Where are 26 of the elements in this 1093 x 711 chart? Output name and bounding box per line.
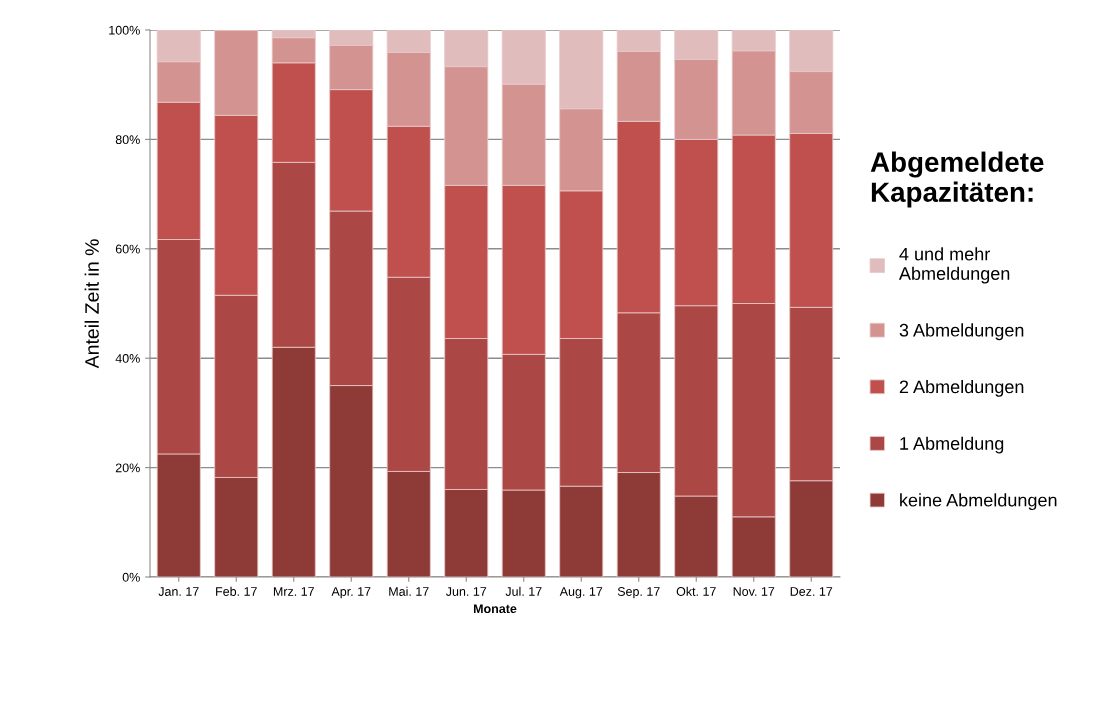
x-tick-label: Feb. 17 (216, 586, 257, 596)
legend-label: 3 Abmeldungen (899, 323, 1024, 341)
y-tick-label: 100% (109, 25, 140, 35)
legend-label: 2 Abmeldungen (899, 379, 1024, 397)
x-tick-label: Nov. 17 (733, 587, 775, 596)
x-tick-label: Jul. 17 (505, 586, 542, 596)
x-tick-label: Mrz. 17 (273, 587, 314, 596)
legend-label: 4 und mehr Abmeldungen (898, 247, 1010, 284)
y-axis-title: Anteil Zeit in % (84, 239, 99, 369)
y-tick-label: 20% (115, 463, 140, 473)
x-axis-title: Monate (473, 604, 517, 614)
x-tick-label: Dez. 17 (790, 587, 833, 596)
y-tick-label: 40% (115, 354, 140, 363)
legend-label: keine Abmeldungen (900, 493, 1057, 511)
x-tick-label: Okt. 17 (676, 586, 716, 596)
y-tick-label: 60% (115, 244, 140, 254)
x-tick-label: Sep. 17 (617, 587, 660, 599)
legend-label: 1 Abmeldung (900, 436, 1004, 454)
x-tick-label: Apr. 17 (331, 587, 371, 599)
y-tick-label: 80% (115, 135, 140, 145)
legend-title: Abgemeldete Kapazitäten: (870, 151, 1044, 208)
x-tick-label: Mai. 17 (389, 586, 429, 596)
x-tick-label: Jan. 17 (158, 587, 199, 596)
x-tick-label: Jun. 17 (445, 587, 487, 596)
y-tick-label: 0% (122, 572, 140, 582)
x-tick-label: Aug. 17 (559, 587, 603, 599)
